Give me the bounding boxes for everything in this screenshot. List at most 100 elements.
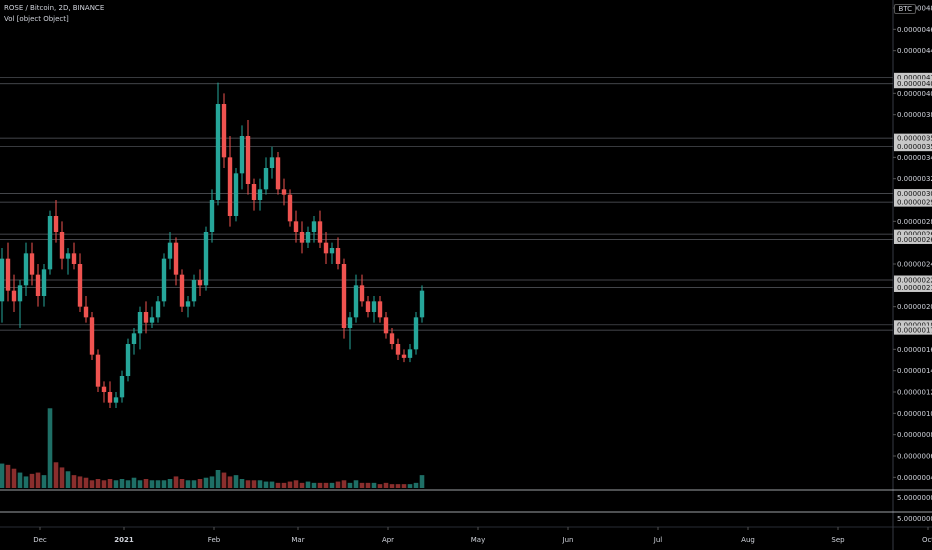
candle-body[interactable] xyxy=(47,216,53,270)
candle-body[interactable] xyxy=(0,258,5,302)
candle-body[interactable] xyxy=(221,104,227,158)
candle-body[interactable] xyxy=(377,301,383,318)
level-tag-label: 0.00000350 xyxy=(897,143,932,151)
price-tick-label: 0.00000380 xyxy=(897,111,932,119)
candle-body[interactable] xyxy=(5,258,11,291)
candle-body[interactable] xyxy=(347,317,353,328)
candle-body[interactable] xyxy=(419,290,425,318)
candle-body[interactable] xyxy=(71,253,77,264)
volume-bar xyxy=(167,479,173,488)
volume-bar xyxy=(95,479,101,488)
candle-body[interactable] xyxy=(95,354,101,387)
candle-body[interactable] xyxy=(119,376,125,398)
candle-body[interactable] xyxy=(197,280,203,286)
candle-body[interactable] xyxy=(233,173,239,216)
candle-body[interactable] xyxy=(323,242,329,254)
candle-body[interactable] xyxy=(287,194,293,222)
symbol-title[interactable]: ROSE / Bitcoin, 2D, BINANCE xyxy=(4,4,105,12)
candle-body[interactable] xyxy=(155,301,161,318)
volume-bar xyxy=(5,464,11,488)
indicator-pane-label: 5.00000000 xyxy=(897,494,932,502)
candle-body[interactable] xyxy=(41,269,47,296)
level-tag[interactable] xyxy=(894,197,932,207)
candle-body[interactable] xyxy=(101,386,107,392)
candle-body[interactable] xyxy=(395,344,401,355)
volume-bar xyxy=(401,484,407,488)
time-tick-label: Jul xyxy=(653,536,663,544)
candle-body[interactable] xyxy=(83,306,89,318)
level-tag[interactable] xyxy=(894,325,932,335)
candle-body[interactable] xyxy=(65,253,71,259)
candle-body[interactable] xyxy=(293,221,299,232)
candle-body[interactable] xyxy=(215,104,221,200)
candle-body[interactable] xyxy=(371,301,377,312)
level-tag[interactable] xyxy=(894,133,932,143)
candle-body[interactable] xyxy=(389,333,395,344)
candle-body[interactable] xyxy=(305,232,311,243)
level-tag[interactable] xyxy=(894,282,932,292)
candle-body[interactable] xyxy=(167,242,173,259)
candle-body[interactable] xyxy=(11,290,17,302)
volume-bar xyxy=(101,480,107,488)
candle-body[interactable] xyxy=(407,349,413,358)
candle-body[interactable] xyxy=(125,344,131,376)
candle-body[interactable] xyxy=(269,157,275,168)
candle-body[interactable] xyxy=(281,189,287,195)
candle-body[interactable] xyxy=(161,258,167,302)
candle-body[interactable] xyxy=(35,274,41,296)
candle-body[interactable] xyxy=(299,232,305,243)
candle-body[interactable] xyxy=(413,317,419,350)
candle-body[interactable] xyxy=(401,354,407,358)
candle-body[interactable] xyxy=(341,264,347,328)
candle-body[interactable] xyxy=(77,264,83,307)
candle-body[interactable] xyxy=(89,317,95,355)
level-tag[interactable] xyxy=(894,229,932,239)
candle-body[interactable] xyxy=(227,157,233,216)
candle-body[interactable] xyxy=(143,312,149,323)
level-tag[interactable] xyxy=(894,72,932,82)
level-tag[interactable] xyxy=(894,142,932,152)
candle-body[interactable] xyxy=(53,216,59,232)
candle-body[interactable] xyxy=(245,136,251,184)
candle-body[interactable] xyxy=(137,312,143,334)
candle-body[interactable] xyxy=(239,136,245,174)
candle-body[interactable] xyxy=(107,392,113,403)
currency-badge[interactable]: BTC xyxy=(894,4,916,14)
candle-body[interactable] xyxy=(353,285,359,318)
candle-body[interactable] xyxy=(383,317,389,334)
candle-body[interactable] xyxy=(173,242,179,275)
candle-body[interactable] xyxy=(17,285,23,302)
candle-body[interactable] xyxy=(329,248,335,254)
candle-body[interactable] xyxy=(203,232,209,286)
candle-body[interactable] xyxy=(365,301,371,312)
candle-body[interactable] xyxy=(29,253,35,275)
candle-body[interactable] xyxy=(257,189,263,200)
volume-bar xyxy=(11,468,17,488)
level-tag[interactable] xyxy=(894,234,932,244)
level-tag[interactable] xyxy=(894,275,932,285)
candle-body[interactable] xyxy=(359,285,365,302)
level-tag[interactable] xyxy=(894,189,932,199)
candle-body[interactable] xyxy=(179,274,185,307)
price-tick-label: 0.00000240 xyxy=(897,261,932,269)
candle-body[interactable] xyxy=(251,184,257,200)
candle-body[interactable] xyxy=(275,157,281,190)
candle-body[interactable] xyxy=(335,248,341,264)
candle-body[interactable] xyxy=(209,200,215,232)
candle-body[interactable] xyxy=(263,168,269,190)
candle-body[interactable] xyxy=(311,221,317,232)
volume-bar xyxy=(71,475,77,488)
candle-body[interactable] xyxy=(191,280,197,302)
candle-body[interactable] xyxy=(131,333,137,344)
candle-body[interactable] xyxy=(59,232,65,259)
candle-body[interactable] xyxy=(23,253,29,286)
level-tag-label: 0.00000358 xyxy=(897,135,932,143)
candle-body[interactable] xyxy=(317,221,323,243)
candle-body[interactable] xyxy=(185,301,191,307)
price-tick-label: 0.00000140 xyxy=(897,367,932,375)
level-tag[interactable] xyxy=(894,79,932,89)
candle-body[interactable] xyxy=(149,317,155,323)
level-tag[interactable] xyxy=(894,320,932,330)
candle-body[interactable] xyxy=(113,397,119,403)
